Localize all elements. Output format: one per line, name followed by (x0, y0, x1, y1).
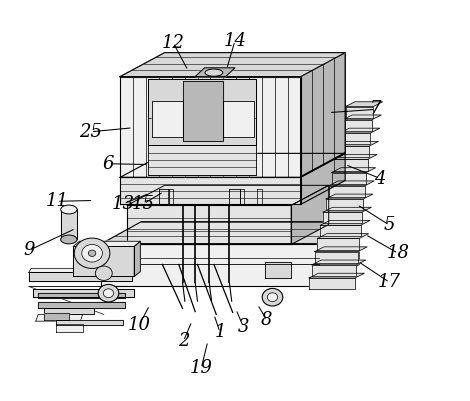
Polygon shape (326, 194, 373, 199)
Polygon shape (331, 168, 376, 172)
Polygon shape (223, 101, 254, 138)
Circle shape (95, 266, 112, 280)
Polygon shape (56, 324, 83, 332)
Polygon shape (240, 189, 244, 205)
Polygon shape (343, 115, 381, 120)
Text: 8: 8 (261, 312, 273, 329)
Polygon shape (120, 53, 345, 77)
Polygon shape (61, 209, 77, 239)
Polygon shape (149, 79, 256, 144)
Polygon shape (152, 101, 182, 138)
Text: 13: 13 (112, 195, 135, 213)
Text: 3: 3 (238, 318, 249, 336)
Polygon shape (127, 185, 329, 205)
Text: 18: 18 (387, 244, 409, 262)
Text: 10: 10 (127, 316, 150, 334)
Polygon shape (345, 102, 383, 107)
Text: 17: 17 (378, 273, 401, 292)
Circle shape (82, 245, 102, 262)
Polygon shape (329, 181, 374, 186)
Ellipse shape (61, 205, 77, 214)
Polygon shape (44, 313, 69, 320)
Polygon shape (301, 153, 345, 205)
Polygon shape (331, 172, 366, 184)
Polygon shape (149, 145, 256, 174)
Text: 15: 15 (132, 195, 155, 213)
Text: 14: 14 (224, 32, 246, 50)
Polygon shape (312, 265, 356, 276)
Circle shape (103, 289, 114, 298)
Polygon shape (127, 205, 291, 245)
Polygon shape (345, 107, 373, 118)
Polygon shape (56, 320, 123, 325)
Circle shape (262, 288, 283, 306)
Polygon shape (319, 222, 359, 286)
Polygon shape (340, 133, 370, 144)
Polygon shape (334, 159, 368, 170)
Circle shape (74, 238, 110, 268)
Polygon shape (312, 260, 366, 265)
Ellipse shape (61, 235, 77, 244)
Polygon shape (44, 308, 94, 314)
Circle shape (98, 284, 119, 302)
Text: 11: 11 (46, 192, 69, 210)
Polygon shape (38, 302, 125, 308)
Text: 9: 9 (23, 241, 35, 259)
Polygon shape (182, 81, 223, 141)
Polygon shape (29, 268, 134, 272)
Circle shape (267, 293, 278, 302)
Polygon shape (73, 247, 134, 276)
Text: 6: 6 (103, 155, 114, 173)
Polygon shape (343, 120, 372, 131)
Polygon shape (229, 189, 240, 205)
Text: 4: 4 (375, 170, 386, 188)
Text: 12: 12 (162, 34, 185, 52)
Polygon shape (159, 189, 169, 205)
Polygon shape (120, 177, 301, 205)
Text: 2: 2 (178, 332, 189, 350)
Polygon shape (320, 221, 370, 225)
Polygon shape (258, 189, 262, 205)
Text: 5: 5 (384, 216, 395, 234)
Polygon shape (323, 207, 371, 212)
Circle shape (88, 250, 96, 257)
Polygon shape (291, 185, 329, 245)
Polygon shape (334, 154, 377, 159)
Polygon shape (266, 262, 291, 278)
Polygon shape (102, 244, 319, 286)
Text: 1: 1 (214, 323, 226, 341)
Polygon shape (323, 212, 362, 223)
Polygon shape (317, 239, 359, 250)
Polygon shape (120, 77, 301, 176)
Polygon shape (120, 53, 345, 77)
Polygon shape (38, 293, 125, 298)
Polygon shape (36, 314, 83, 321)
Polygon shape (317, 234, 368, 239)
Polygon shape (337, 146, 369, 157)
Polygon shape (326, 199, 363, 210)
Polygon shape (309, 273, 364, 278)
Polygon shape (340, 128, 380, 133)
Polygon shape (168, 189, 173, 205)
Polygon shape (73, 241, 141, 247)
Polygon shape (309, 278, 355, 289)
Ellipse shape (205, 69, 223, 76)
Text: 19: 19 (190, 359, 213, 377)
Polygon shape (329, 186, 365, 197)
Polygon shape (320, 225, 360, 237)
Text: 25: 25 (79, 123, 102, 141)
Polygon shape (29, 272, 132, 281)
Polygon shape (314, 247, 367, 252)
Polygon shape (314, 252, 358, 263)
Polygon shape (134, 241, 141, 276)
Polygon shape (301, 53, 345, 176)
Polygon shape (120, 153, 345, 177)
Text: 7: 7 (370, 100, 381, 118)
Polygon shape (195, 68, 235, 77)
Polygon shape (33, 289, 134, 297)
Polygon shape (337, 142, 378, 146)
Polygon shape (102, 222, 359, 244)
